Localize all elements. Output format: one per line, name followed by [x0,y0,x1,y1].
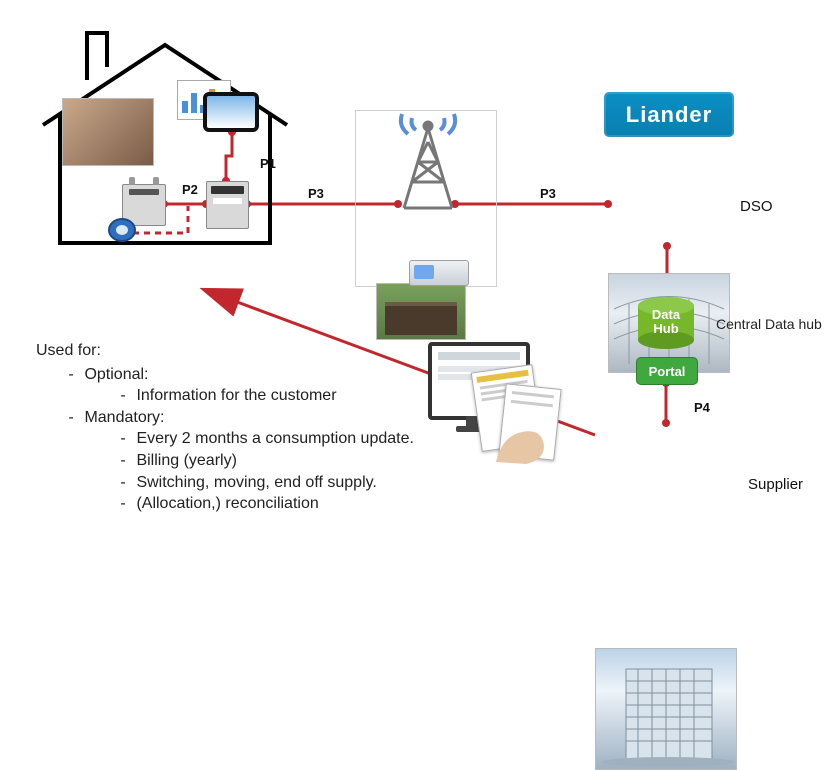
used-for-item: - Mandatory: [62,407,436,429]
supplier-label: Supplier [748,476,803,493]
diagram-canvas: P1 P2 P3 P3 P4 P4 Liander [0,0,834,561]
concentrator-building-photo [376,283,466,340]
label-p3-left: P3 [308,186,324,201]
label-p1: P1 [260,156,276,171]
used-for-item: - (Allocation,) reconciliation [114,493,436,515]
used-for-item: - Billing (yearly) [114,450,436,472]
portal-node: Portal [636,357,698,385]
data-hub-label: Central Data hub [716,316,822,332]
bill-monitor-icon [428,342,568,462]
label-p4-bottom: P4 [694,400,710,415]
water-meter-icon [104,216,140,244]
label-p3-right: P3 [540,186,556,201]
family-photo [62,98,154,166]
used-for-item: - Information for the customer [114,385,436,407]
concentrator-device-icon [409,260,469,286]
data-hub-text-bottom: Hub [653,321,678,336]
data-hub-text-top: Data [652,307,680,322]
liander-logo: Liander [604,92,734,137]
in-home-display-icon [203,92,259,132]
used-for-item: - Optional: [62,364,436,386]
label-p2: P2 [182,182,198,197]
smart-meter-icon [206,181,249,229]
used-for-header: Used for: [36,340,436,362]
used-for-item: - Switching, moving, end off supply. [114,472,436,494]
supplier-building-photo [595,648,737,770]
data-hub-icon: Data Hub [636,296,696,350]
used-for-item: - Every 2 months a consumption update. [114,428,436,450]
dso-label: DSO [740,198,773,215]
antenna-tower-icon [388,112,468,212]
used-for-text: Used for: - Optional:- Information for t… [36,340,436,515]
